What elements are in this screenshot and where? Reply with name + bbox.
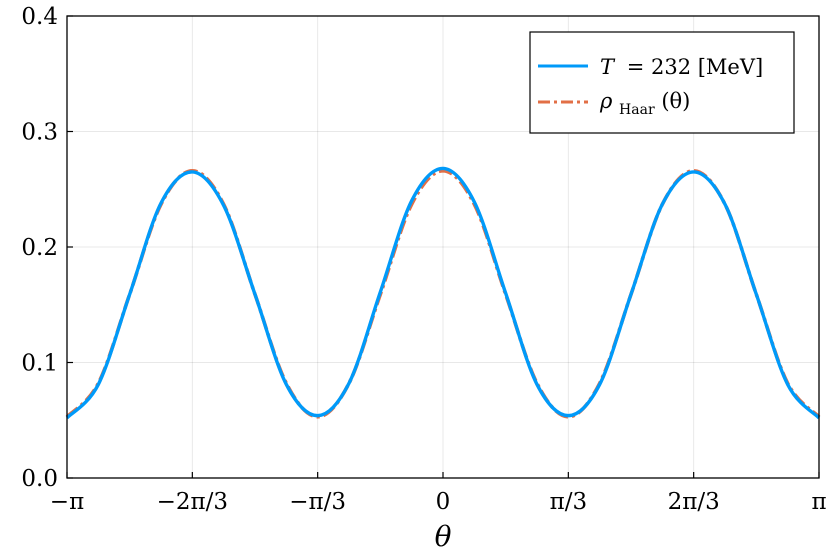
y-tick-label-3: 0.3 [21, 120, 58, 146]
legend-red-sub: Haar [619, 102, 655, 118]
legend-box [529, 31, 795, 134]
x-axis-ticks: −π −2π/3 −π/3 0 π/3 2π/3 π [50, 472, 827, 515]
legend-red-arg: (θ) [661, 89, 690, 113]
legend-red-var: ρ [599, 89, 613, 113]
y-axis-ticks: 0.0 0.1 0.2 0.3 0.4 [21, 4, 73, 492]
legend-entry-red: ρ Haar (θ) [599, 89, 690, 119]
x-tick-label-6: π [811, 489, 826, 515]
x-tick-label-4: π/3 [550, 489, 588, 515]
x-tick-label-1: −2π/3 [157, 489, 228, 515]
y-tick-label-2: 0.2 [21, 235, 58, 261]
x-tick-label-5: 2π/3 [668, 489, 720, 515]
x-tick-label-0: −π [50, 489, 84, 515]
series-group [65, 166, 821, 420]
x-axis-label: θ [435, 520, 452, 553]
series-line-blue [65, 166, 821, 420]
y-tick-label-4: 0.4 [21, 4, 58, 30]
legend-blue-value: = 232 [MeV] [627, 55, 764, 79]
legend: T = 232 [MeV] ρ Haar (θ) [529, 31, 795, 134]
x-tick-label-2: −π/3 [289, 489, 346, 515]
legend-blue-var: T [600, 55, 616, 79]
y-tick-label-0: 0.0 [21, 466, 58, 492]
x-tick-label-3: 0 [436, 489, 451, 515]
legend-entry-blue: T = 232 [MeV] [600, 55, 763, 79]
y-tick-label-1: 0.1 [21, 351, 58, 377]
